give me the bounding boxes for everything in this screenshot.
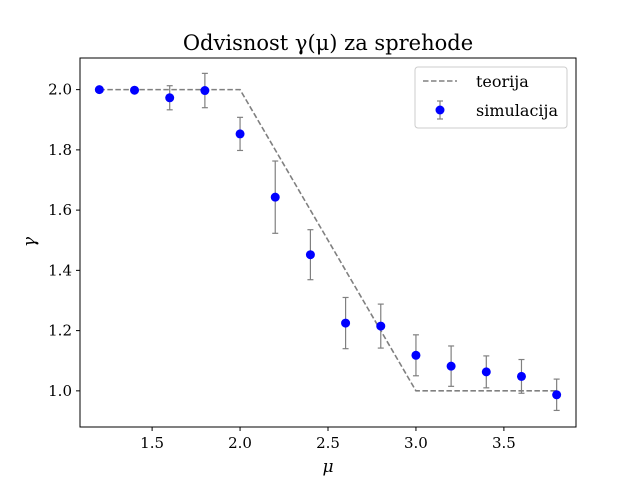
- simulacija-point: [411, 350, 421, 360]
- simulacija-point: [94, 85, 104, 95]
- y-tick-label: 1.2: [48, 322, 72, 340]
- legend-teorija-label: teorija: [476, 72, 529, 91]
- legend: teorija simulacija: [414, 66, 568, 129]
- chart-title: Odvisnost γ(μ) za sprehode: [183, 31, 473, 55]
- y-axis-label: γ: [20, 236, 40, 247]
- simulacija-point: [341, 318, 351, 328]
- y-tick-label: 2.0: [48, 81, 72, 99]
- simulacija-point: [130, 85, 140, 95]
- simulacija-point: [305, 250, 315, 260]
- y-tick-label: 1.4: [48, 261, 72, 279]
- simulacija-point: [552, 390, 562, 400]
- simulacija-point: [481, 367, 491, 377]
- legend-box: [414, 66, 568, 129]
- y-tick-label: 1.0: [48, 382, 72, 400]
- simulacija-point: [446, 361, 456, 371]
- legend-simulacija-label: simulacija: [476, 101, 559, 120]
- simulacija-point: [376, 321, 386, 331]
- y-tick-label: 1.8: [48, 141, 72, 159]
- x-tick-label: 1.5: [140, 434, 164, 452]
- x-axis-label: μ: [322, 457, 333, 477]
- y-tick-label: 1.6: [48, 201, 72, 219]
- x-axis: 1.5 2.0 2.5 3.0 3.5: [140, 427, 516, 452]
- teorija-line: [99, 88, 557, 392]
- x-tick-label: 3.0: [404, 434, 428, 452]
- y-axis: 1.0 1.2 1.4 1.6 1.8 2.0: [48, 81, 80, 400]
- x-tick-label: 2.5: [316, 434, 340, 452]
- simulacija-point: [200, 86, 210, 96]
- simulacija-point: [516, 371, 526, 381]
- simulacija-point: [165, 93, 175, 103]
- x-tick-label: 3.5: [492, 434, 516, 452]
- x-tick-label: 2.0: [228, 434, 252, 452]
- simulacija-point: [235, 129, 245, 139]
- plot-area: [94, 72, 562, 412]
- simulacija-point: [270, 192, 280, 202]
- legend-simulacija-marker: [435, 105, 445, 115]
